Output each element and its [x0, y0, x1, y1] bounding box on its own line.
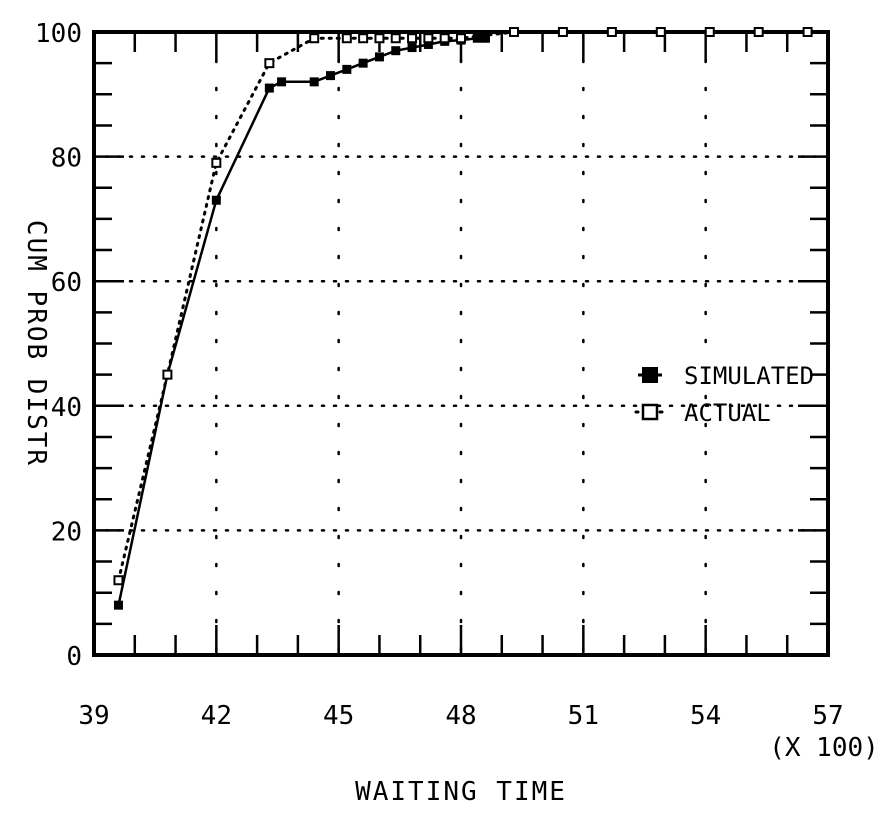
plot-area	[92, 30, 830, 657]
y-tick-label: 0	[66, 642, 82, 672]
x-tick-label: 48	[445, 701, 476, 731]
legend-item-simulated: SIMULATED	[638, 362, 814, 390]
tick-labels: 39 42 45 48 51 54 57 0 20 40 60 80 100	[35, 19, 844, 731]
y-axis-title: CUM PROB DISTR	[21, 220, 51, 467]
data-point	[374, 52, 384, 62]
legend-label: ACTUAL	[684, 399, 771, 427]
legend: SIMULATED ACTUAL	[634, 362, 814, 427]
data-point	[456, 33, 466, 44]
data-point	[391, 46, 401, 56]
data-point	[423, 33, 434, 44]
y-tick-label: 60	[51, 268, 82, 298]
data-point	[326, 71, 336, 81]
data-point	[113, 575, 124, 586]
legend-label: SIMULATED	[684, 362, 814, 390]
data-point	[480, 33, 490, 43]
y-tick-label: 20	[51, 517, 82, 547]
x-tick-label: 45	[323, 701, 354, 731]
data-point	[358, 33, 369, 44]
data-point	[509, 27, 520, 37]
data-point	[472, 33, 482, 43]
data-point	[309, 77, 319, 87]
data-point	[390, 33, 401, 44]
data-point	[557, 27, 568, 37]
data-point	[423, 39, 433, 49]
legend-marker	[641, 403, 659, 421]
x-tick-label: 39	[78, 701, 109, 731]
series-line-simulated	[117, 36, 486, 606]
x-tick-label: 42	[201, 701, 232, 731]
data-point	[264, 83, 274, 93]
data-point	[341, 33, 352, 44]
series-simulated	[113, 33, 490, 610]
x-tick-label: 57	[812, 701, 843, 731]
data-point	[753, 27, 764, 37]
data-point	[655, 27, 666, 37]
data-point	[704, 27, 715, 37]
data-point	[162, 369, 173, 380]
y-tick-label: 80	[51, 144, 82, 174]
data-point	[407, 43, 417, 53]
series-line-actual	[117, 30, 810, 582]
data-point	[374, 33, 385, 44]
data-point	[342, 64, 352, 74]
axis-ticks	[92, 30, 830, 657]
legend-item-actual: ACTUAL	[634, 399, 771, 427]
data-point	[211, 195, 221, 205]
data-point	[439, 33, 450, 44]
data-point	[264, 58, 275, 69]
legend-marker	[642, 367, 658, 383]
y-tick-label: 100	[35, 19, 82, 49]
series-actual	[113, 27, 813, 586]
x-tick-label: 51	[568, 701, 599, 731]
data-point	[277, 77, 287, 87]
data-point	[606, 27, 617, 37]
x-axis-title: WAITING TIME	[355, 777, 567, 807]
series-layer	[113, 27, 813, 610]
data-point	[113, 600, 123, 610]
data-point	[407, 33, 418, 44]
y-tick-label: 40	[51, 393, 82, 423]
data-point	[309, 33, 320, 44]
data-point	[211, 157, 222, 168]
data-point	[358, 58, 368, 68]
grid-lines	[92, 30, 830, 657]
x-tick-label: 54	[690, 701, 721, 731]
x-axis-multiplier: (X 100)	[769, 733, 878, 763]
data-point	[802, 27, 813, 37]
